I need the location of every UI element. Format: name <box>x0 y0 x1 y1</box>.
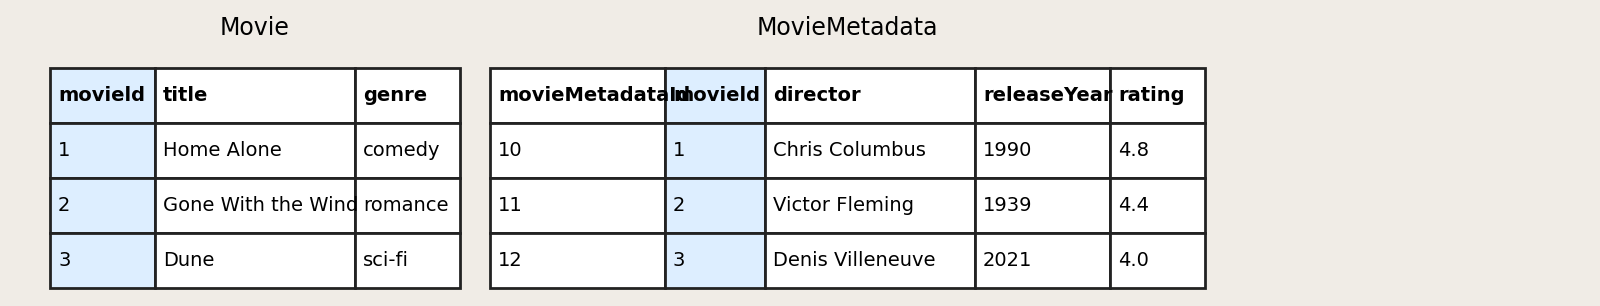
Bar <box>355 233 461 288</box>
Text: 3: 3 <box>58 251 70 270</box>
Text: comedy: comedy <box>363 141 440 160</box>
Text: rating: rating <box>1118 86 1184 105</box>
Text: movield: movield <box>674 86 760 105</box>
Text: romance: romance <box>363 196 448 215</box>
Bar <box>155 233 355 288</box>
Bar <box>666 68 765 123</box>
Text: Chris Columbus: Chris Columbus <box>773 141 926 160</box>
Bar <box>974 123 1110 178</box>
Bar <box>765 233 974 288</box>
Bar <box>666 233 765 288</box>
Text: Home Alone: Home Alone <box>163 141 282 160</box>
Bar <box>765 68 974 123</box>
Bar <box>1110 123 1205 178</box>
Text: sci-fi: sci-fi <box>363 251 410 270</box>
Bar <box>974 68 1110 123</box>
Text: 10: 10 <box>498 141 523 160</box>
Text: 1: 1 <box>58 141 70 160</box>
Text: 12: 12 <box>498 251 523 270</box>
Text: 4.8: 4.8 <box>1118 141 1149 160</box>
Text: 11: 11 <box>498 196 523 215</box>
Bar <box>50 233 155 288</box>
Bar <box>155 123 355 178</box>
Text: title: title <box>163 86 208 105</box>
Text: 4.0: 4.0 <box>1118 251 1149 270</box>
Text: 2: 2 <box>58 196 70 215</box>
Text: movield: movield <box>58 86 146 105</box>
Text: genre: genre <box>363 86 427 105</box>
Text: Dune: Dune <box>163 251 214 270</box>
Bar <box>765 178 974 233</box>
Text: 2021: 2021 <box>982 251 1032 270</box>
Text: 1939: 1939 <box>982 196 1032 215</box>
Bar <box>974 178 1110 233</box>
Bar <box>50 123 155 178</box>
Text: Denis Villeneuve: Denis Villeneuve <box>773 251 936 270</box>
Bar <box>765 123 974 178</box>
Bar <box>666 178 765 233</box>
Bar <box>974 233 1110 288</box>
Text: releaseYear: releaseYear <box>982 86 1112 105</box>
Bar <box>666 123 765 178</box>
Bar <box>490 233 666 288</box>
Bar <box>490 123 666 178</box>
Text: director: director <box>773 86 861 105</box>
Bar <box>1110 178 1205 233</box>
Text: Movie: Movie <box>221 16 290 40</box>
Bar <box>50 68 155 123</box>
Text: 1: 1 <box>674 141 685 160</box>
Bar <box>155 68 355 123</box>
Bar <box>1110 68 1205 123</box>
Bar <box>50 178 155 233</box>
Text: 2: 2 <box>674 196 685 215</box>
Text: MovieMetadata: MovieMetadata <box>757 16 938 40</box>
Text: movieMetadataId: movieMetadataId <box>498 86 690 105</box>
Text: Gone With the Wind: Gone With the Wind <box>163 196 358 215</box>
Text: 4.4: 4.4 <box>1118 196 1149 215</box>
Bar <box>490 178 666 233</box>
Bar <box>155 178 355 233</box>
Bar <box>355 178 461 233</box>
Bar <box>355 68 461 123</box>
Bar <box>1110 233 1205 288</box>
Bar <box>355 123 461 178</box>
Text: Victor Fleming: Victor Fleming <box>773 196 914 215</box>
Text: 1990: 1990 <box>982 141 1032 160</box>
Bar <box>490 68 666 123</box>
Text: 3: 3 <box>674 251 685 270</box>
